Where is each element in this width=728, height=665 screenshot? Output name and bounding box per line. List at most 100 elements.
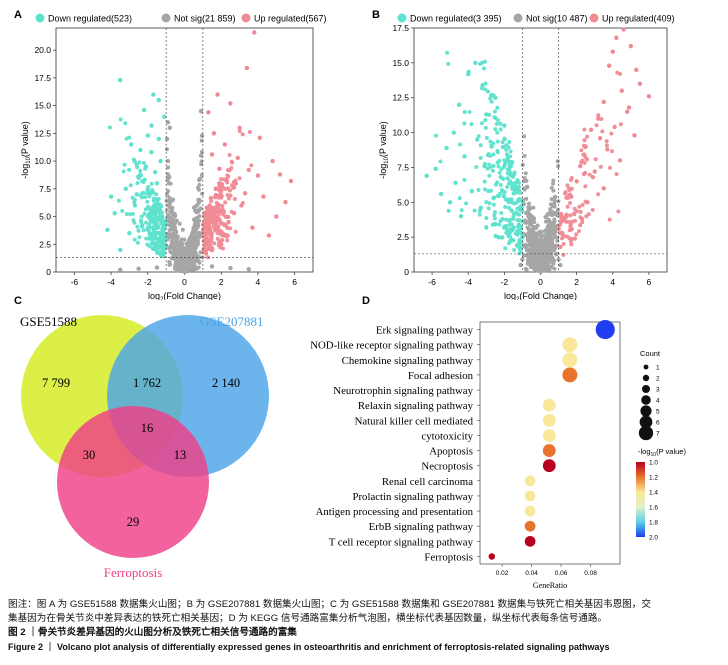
point-down xyxy=(151,231,156,236)
point-down xyxy=(462,177,467,182)
point-up xyxy=(601,99,606,105)
point-down xyxy=(161,231,166,236)
point-up xyxy=(231,186,236,191)
point-down xyxy=(112,211,117,216)
x-tick-label: 4 xyxy=(610,277,615,287)
point-down xyxy=(158,218,163,223)
point-down xyxy=(507,140,512,145)
point-down xyxy=(456,102,462,107)
panel-b: B Down regulated(3 395) Not sig(10 487) Up… xyxy=(364,0,728,303)
point-notsig xyxy=(166,165,171,170)
point-up xyxy=(223,178,228,183)
point-notsig xyxy=(164,136,170,142)
point-up xyxy=(266,233,272,238)
point-notsig xyxy=(543,267,549,272)
point-down xyxy=(118,117,123,122)
point-notsig xyxy=(165,158,171,164)
point-down xyxy=(143,164,149,169)
point-down xyxy=(484,225,489,230)
point-notsig xyxy=(197,176,203,182)
y-tick-label: 7.5 xyxy=(397,162,409,172)
point-down xyxy=(132,237,137,242)
point-down xyxy=(153,215,158,220)
point-down xyxy=(156,97,161,103)
point-up xyxy=(212,241,217,246)
point-notsig xyxy=(190,243,195,248)
point-up xyxy=(235,155,240,160)
point-up xyxy=(632,133,637,138)
point-notsig xyxy=(549,197,554,202)
point-down xyxy=(513,180,518,185)
point-notsig xyxy=(173,231,178,236)
point-down xyxy=(154,197,160,203)
point-up xyxy=(283,199,288,205)
point-up xyxy=(568,213,573,218)
legend-bubble xyxy=(641,384,651,394)
point-up xyxy=(574,209,579,214)
point-down xyxy=(160,245,165,250)
point-up xyxy=(560,236,565,241)
point-up xyxy=(223,200,228,205)
point-down xyxy=(134,162,139,167)
x-tick-label: 0 xyxy=(182,277,187,287)
bubble xyxy=(595,320,615,340)
legend-marker xyxy=(35,13,45,23)
point-up xyxy=(218,208,223,213)
point-up xyxy=(609,131,614,136)
point-notsig xyxy=(173,249,178,255)
point-up xyxy=(237,129,242,134)
point-up xyxy=(216,206,221,211)
point-notsig xyxy=(168,262,173,267)
x-tick-label: 0.08 xyxy=(584,570,597,577)
point-up xyxy=(237,176,242,181)
point-notsig xyxy=(186,266,191,271)
point-up xyxy=(257,135,262,140)
point-notsig xyxy=(529,255,534,261)
point-notsig xyxy=(526,209,531,214)
point-up xyxy=(207,225,212,230)
point-down xyxy=(447,200,453,205)
point-down xyxy=(509,228,514,233)
point-up xyxy=(596,116,601,121)
point-up xyxy=(220,233,225,238)
point-down xyxy=(159,221,164,226)
point-down xyxy=(107,125,112,130)
point-down xyxy=(127,230,132,236)
point-down xyxy=(144,236,149,241)
y-axis-label: -log10(P value) xyxy=(378,121,390,179)
point-down xyxy=(155,224,160,229)
point-down xyxy=(144,220,149,225)
point-notsig xyxy=(197,214,202,219)
panel-label-a: A xyxy=(14,9,22,21)
point-up xyxy=(588,127,594,132)
venn-diagram: C GSE51588 GSE207881 Ferroptosis 7 799 2 140… xyxy=(14,295,269,580)
point-notsig xyxy=(538,235,543,240)
point-down xyxy=(122,162,127,167)
point-notsig xyxy=(525,261,531,266)
legend-marker xyxy=(397,13,407,23)
point-down xyxy=(508,239,513,244)
colorbar-tick-label: 1.2 xyxy=(649,475,658,482)
point-up xyxy=(202,249,207,255)
point-down xyxy=(121,169,126,174)
point-down xyxy=(508,235,513,240)
point-up xyxy=(559,230,565,236)
point-up xyxy=(590,208,595,213)
point-up xyxy=(568,239,573,244)
point-notsig xyxy=(556,257,561,262)
point-up xyxy=(208,195,213,200)
point-notsig xyxy=(550,261,556,266)
y-tick-label: 12.5 xyxy=(34,128,51,138)
point-down xyxy=(512,191,517,196)
point-down xyxy=(493,233,498,238)
point-notsig xyxy=(547,255,552,261)
point-notsig xyxy=(518,262,523,268)
point-notsig xyxy=(534,231,539,236)
point-down xyxy=(462,154,467,159)
point-up xyxy=(621,27,626,32)
x-tick-label: -6 xyxy=(428,277,436,287)
point-up xyxy=(244,65,250,71)
point-down xyxy=(502,123,507,128)
point-notsig xyxy=(183,259,188,264)
point-down xyxy=(498,174,503,180)
